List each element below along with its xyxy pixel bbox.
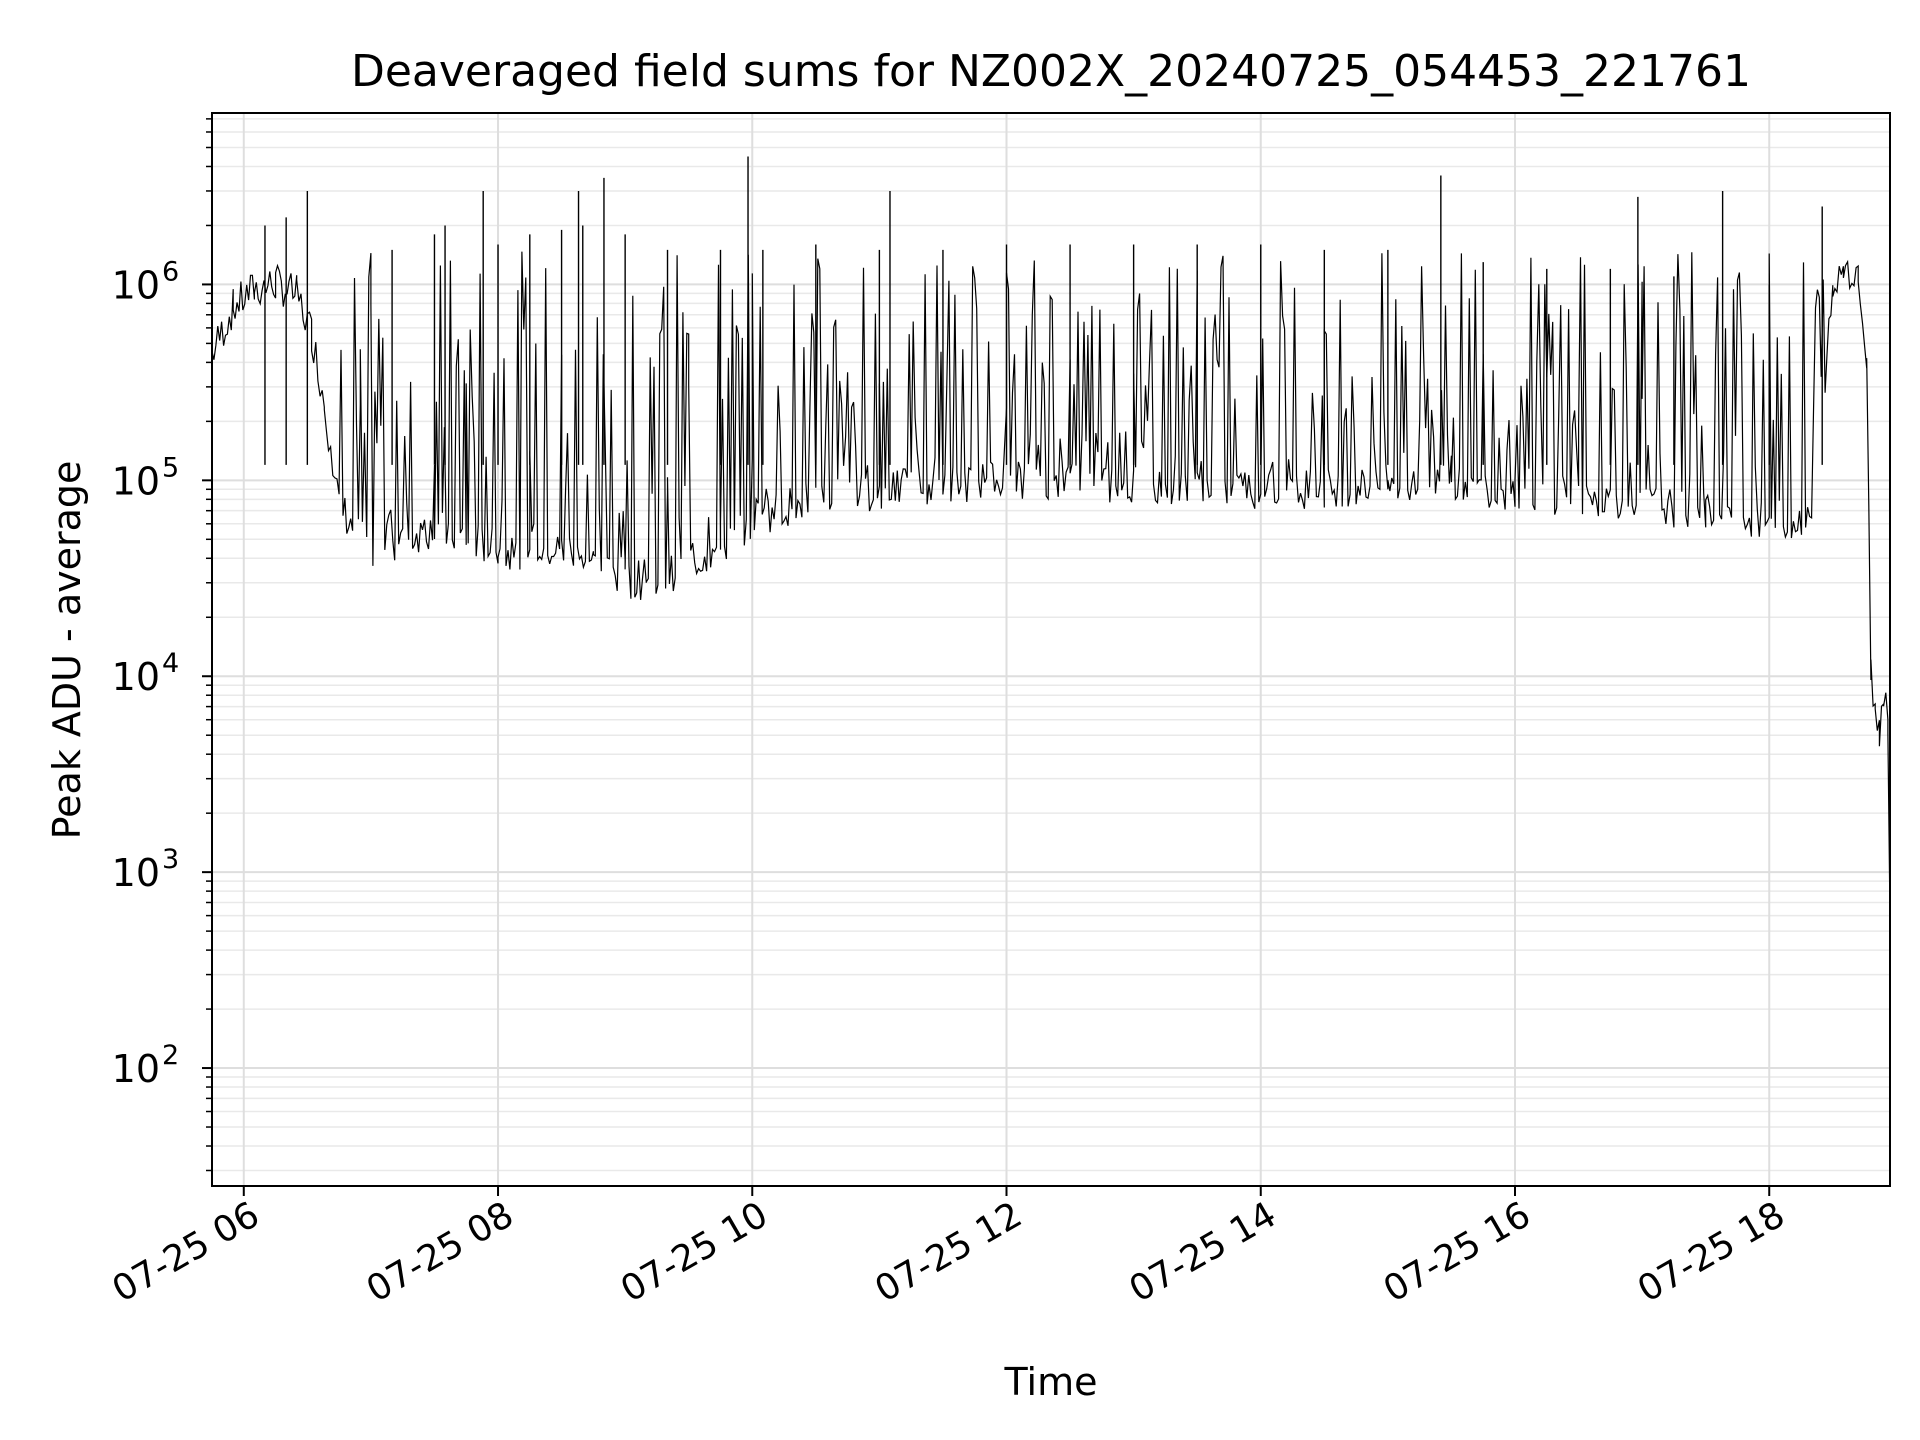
- y-axis-label: Peak ADU - average: [45, 461, 89, 840]
- x-axis-label: Time: [1004, 1360, 1098, 1404]
- chart-title: Deaveraged field sums for NZ002X_2024072…: [351, 46, 1751, 97]
- y-tick-label-exponent: 6: [162, 256, 179, 287]
- y-tick-label-exponent: 3: [162, 844, 179, 875]
- y-tick-label: 10: [112, 851, 160, 895]
- y-tick-label-exponent: 5: [162, 452, 179, 483]
- series-layer: [212, 156, 1890, 919]
- y-tick-label: 10: [112, 459, 160, 503]
- y-tick-label: 10: [112, 263, 160, 307]
- y-tick-label-exponent: 2: [162, 1040, 179, 1071]
- y-tick-label-exponent: 4: [162, 648, 179, 679]
- series-line: [212, 251, 1890, 919]
- y-tick-label: 10: [112, 1047, 160, 1091]
- plot-frame: [211, 112, 1891, 1187]
- y-tick-label: 10: [112, 655, 160, 699]
